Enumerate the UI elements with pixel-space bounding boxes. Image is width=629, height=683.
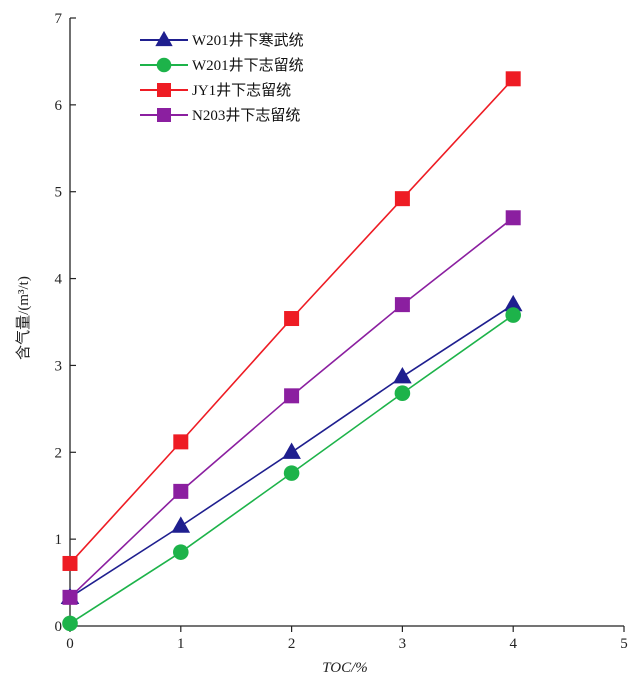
series-line — [69, 217, 514, 598]
legend-label: JY1井下志留统 — [192, 82, 291, 99]
data-point — [282, 442, 301, 459]
data-point — [284, 388, 300, 404]
y-tick-label: 3 — [55, 358, 63, 374]
data-point — [173, 483, 189, 499]
legend-label: W201井下志留统 — [192, 57, 304, 74]
y-tick-label: 1 — [55, 532, 63, 548]
legend-marker — [156, 57, 172, 73]
series-1 — [60, 294, 523, 604]
series-2 — [62, 307, 521, 632]
series-3 — [62, 71, 521, 571]
x-tick-label: 4 — [509, 636, 517, 652]
legend-item: JY1井下志留统 — [140, 82, 291, 99]
data-point — [173, 544, 189, 560]
legend-marker — [157, 83, 171, 97]
legend-item: N203井下志留统 — [140, 107, 300, 124]
y-tick-label: 6 — [55, 98, 63, 114]
x-tick-label: 5 — [620, 636, 628, 652]
data-point — [394, 385, 411, 402]
y-tick-label: 4 — [55, 272, 63, 288]
x-tick-label: 2 — [288, 636, 296, 652]
series-layer — [60, 71, 523, 632]
data-point — [393, 366, 412, 384]
legend-item: W201井下志留统 — [140, 57, 304, 74]
data-point — [394, 191, 410, 207]
data-point — [171, 516, 191, 533]
data-point — [505, 307, 521, 323]
legend-item: W201井下寒武统 — [140, 30, 304, 49]
series-4 — [62, 210, 521, 605]
data-point — [503, 294, 523, 312]
ticks: 0 1 2 3 4 5 0 1 2 3 4 5 6 7 — [55, 11, 628, 652]
x-tick-label: 0 — [66, 636, 74, 652]
x-tick-label: 3 — [399, 636, 407, 652]
data-point — [62, 589, 78, 605]
y-tick-label: 7 — [55, 11, 63, 27]
legend-label: W201井下寒武统 — [192, 31, 304, 49]
data-point — [62, 615, 78, 632]
data-point — [284, 311, 300, 327]
data-point — [62, 555, 78, 571]
x-tick-label: 1 — [177, 636, 185, 652]
x-axis-label: TOC/% — [322, 660, 368, 676]
legend: W201井下寒武统 W201井下志留统 JY1井下志留统 N203井下志留统 — [140, 30, 304, 124]
legend-label: N203井下志留统 — [192, 107, 300, 124]
y-tick-label: 2 — [55, 445, 63, 461]
y-axis-label: 含气量/(m³/t) — [15, 276, 32, 360]
legend-marker — [155, 30, 173, 47]
data-point — [505, 210, 521, 226]
data-point — [505, 71, 521, 87]
y-tick-label: 5 — [55, 185, 63, 201]
data-point — [283, 465, 300, 481]
data-point — [394, 297, 410, 313]
legend-marker — [157, 108, 171, 122]
y-tick-label: 0 — [55, 619, 63, 635]
axes — [69, 18, 624, 627]
data-point — [173, 434, 189, 450]
